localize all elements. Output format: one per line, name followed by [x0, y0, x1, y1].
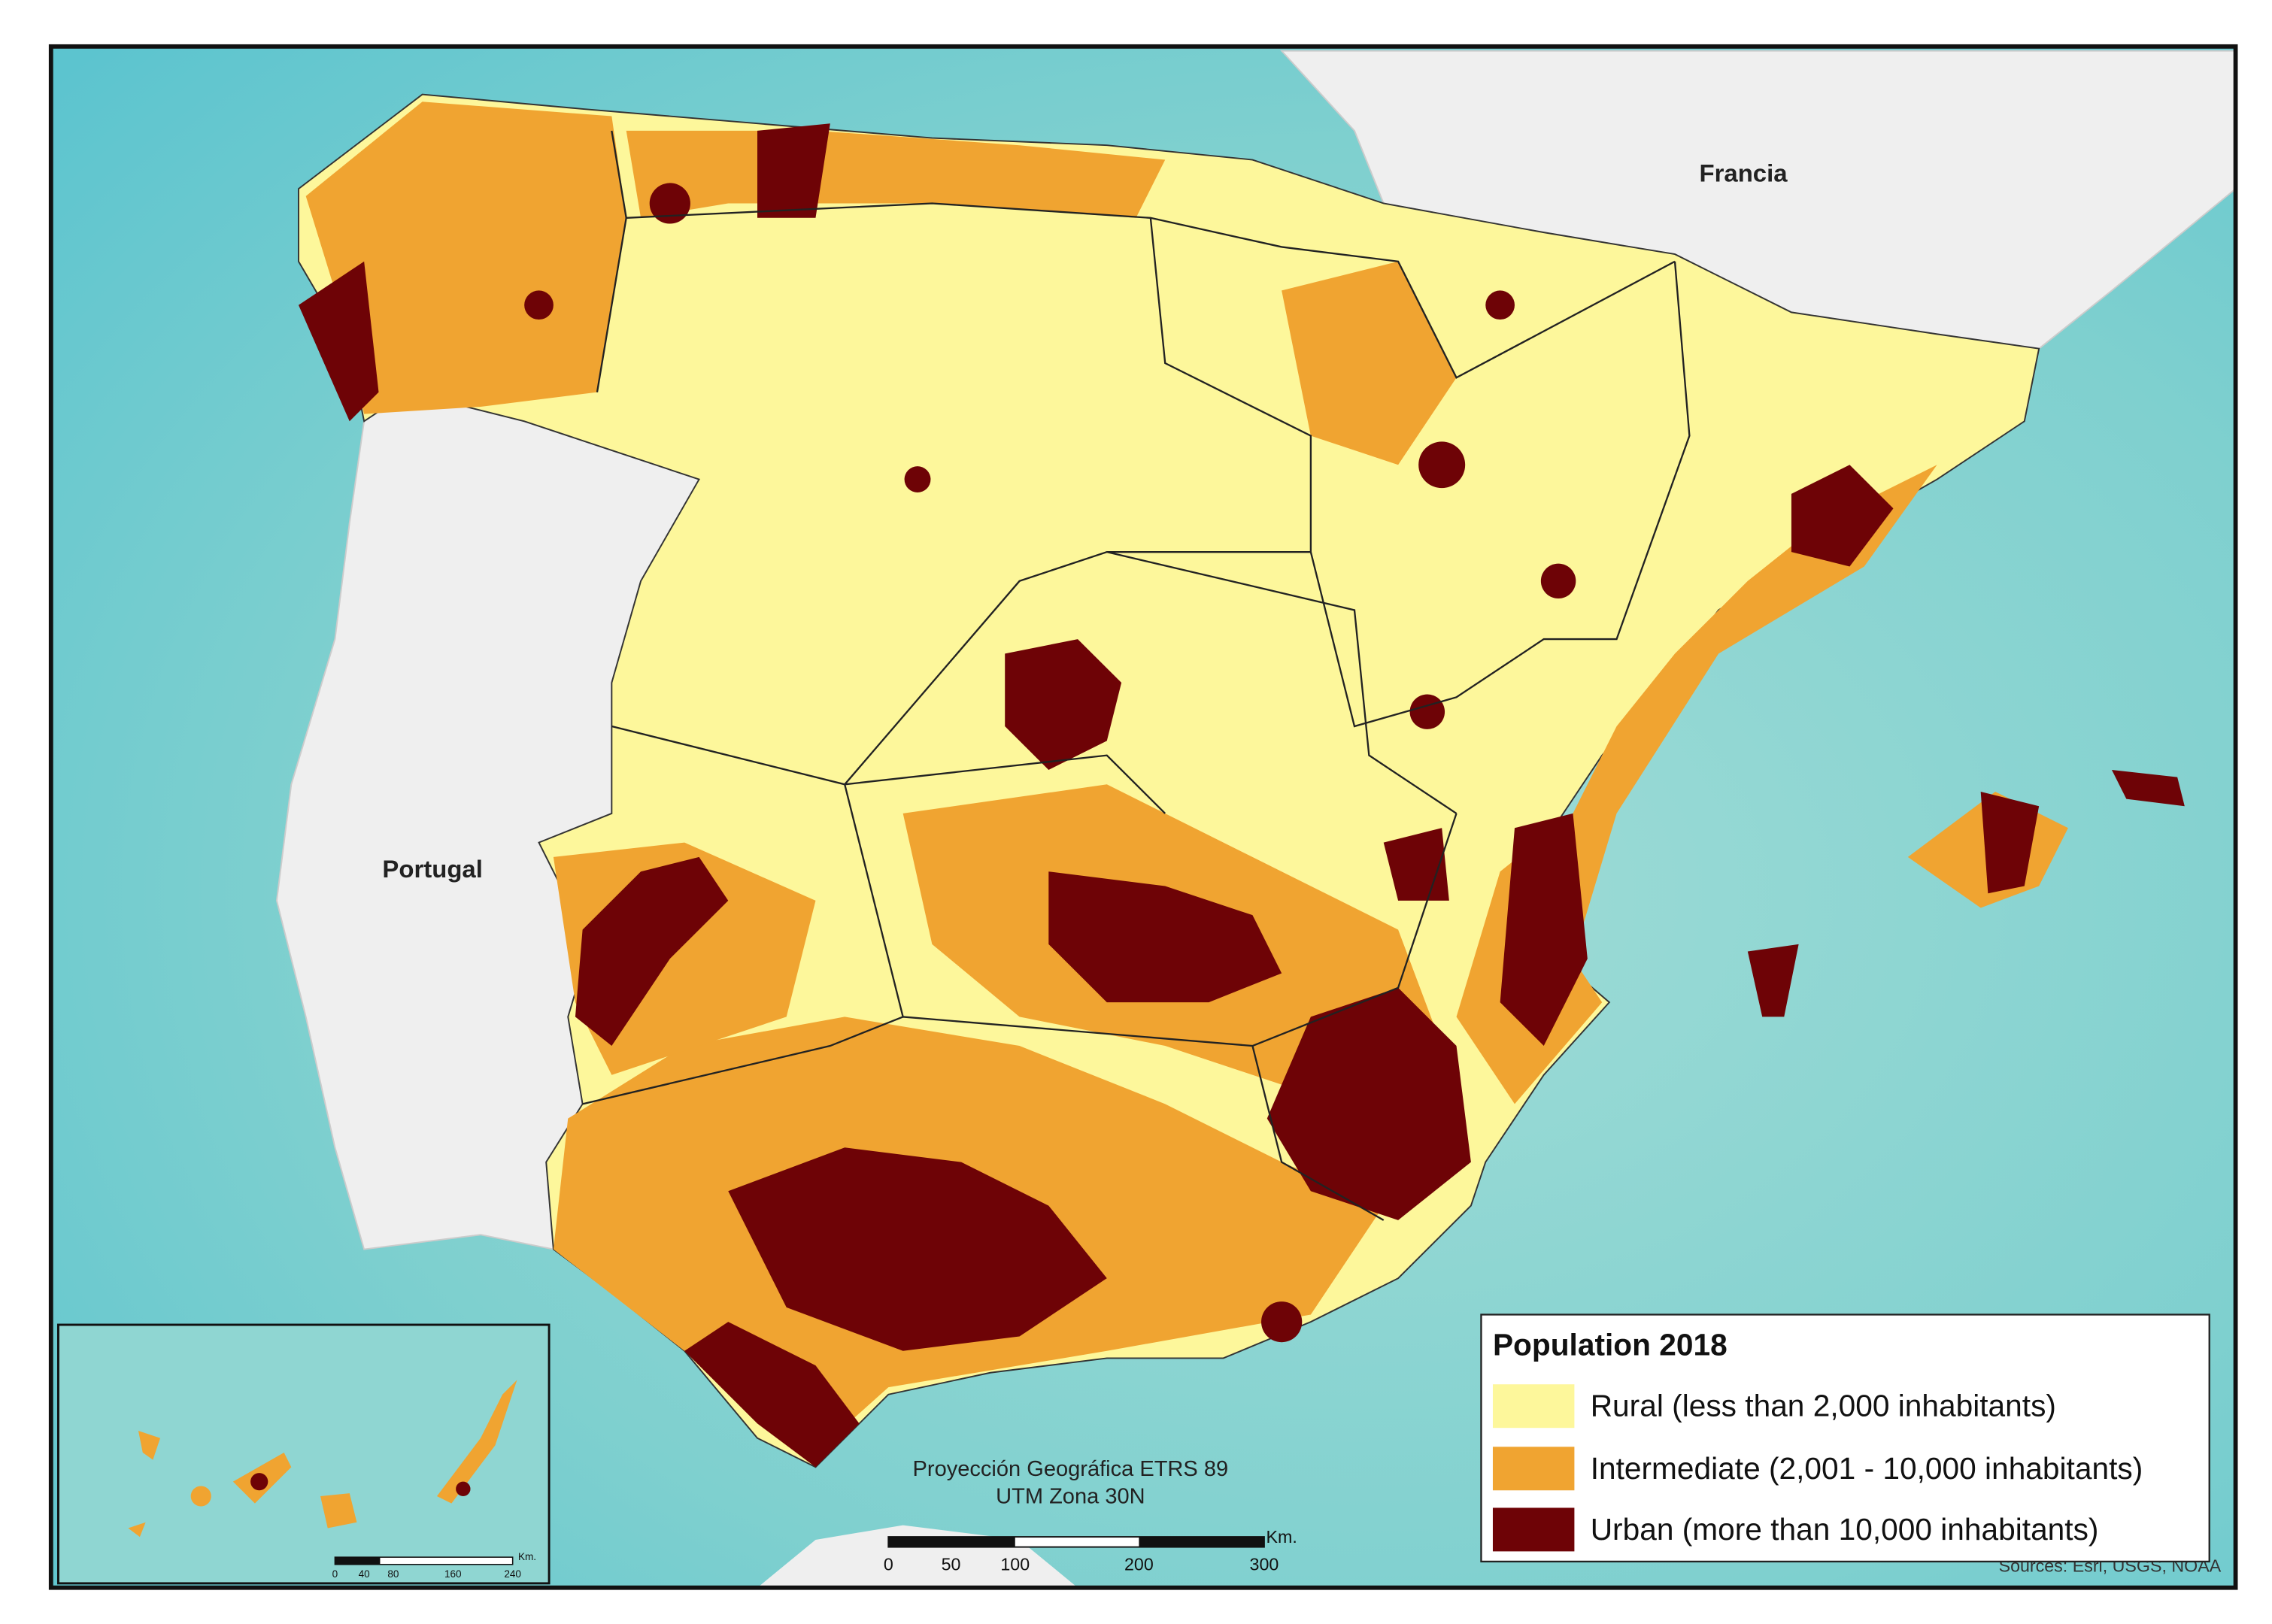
scale-bar-segment — [888, 1537, 1015, 1547]
scale-label: 300 — [1250, 1555, 1279, 1574]
island — [128, 1522, 146, 1538]
inset-scale-label: 160 — [444, 1568, 462, 1580]
scale-label: 0 — [884, 1555, 893, 1574]
legend-swatch — [1492, 1507, 1575, 1552]
urban-areas — [298, 123, 2185, 1468]
island — [190, 1486, 211, 1507]
area — [575, 856, 729, 1047]
scale-label: 50 — [942, 1555, 961, 1574]
area — [1485, 290, 1515, 320]
area — [456, 1481, 471, 1496]
legend-swatch — [1492, 1384, 1575, 1429]
area — [305, 102, 626, 414]
inset-scale-unit: Km. — [518, 1551, 536, 1562]
area — [2111, 769, 2185, 807]
legend-label: Intermediate (2,001 - 10,000 inhabitants… — [1591, 1451, 2143, 1486]
area — [1418, 441, 1466, 489]
area — [1747, 944, 1799, 1017]
area — [1261, 1301, 1303, 1343]
island — [138, 1431, 161, 1460]
legend-box — [1480, 1313, 2210, 1563]
projection-text: Proyección Geográfica ETRS 89 — [913, 1457, 1229, 1481]
inset-scale-bar-segment — [335, 1557, 381, 1565]
area — [904, 466, 931, 492]
area — [684, 1322, 860, 1468]
legend-swatch — [1492, 1447, 1575, 1491]
inset-scale-label: 80 — [387, 1568, 399, 1580]
region-borders — [582, 130, 1691, 1221]
area — [1791, 465, 1894, 567]
country-label: Portugal — [382, 855, 482, 883]
projection-text: UTM Zona 30N — [996, 1485, 1145, 1509]
scale-unit: Km. — [1266, 1527, 1297, 1547]
area — [1048, 871, 1282, 1003]
area — [649, 183, 690, 224]
country-label: Francia — [1699, 159, 1788, 187]
area — [1266, 987, 1471, 1220]
area — [728, 1147, 1107, 1351]
island — [436, 1380, 517, 1504]
scale-label: 200 — [1124, 1555, 1154, 1574]
area — [1282, 261, 1457, 465]
area — [1980, 791, 2040, 894]
area — [1500, 813, 1588, 1047]
inset-scale-label: 0 — [332, 1568, 338, 1580]
area — [1005, 639, 1122, 770]
legend-title: Population 2018 — [1493, 1328, 1728, 1362]
area — [298, 261, 379, 422]
legend-label: Rural (less than 2,000 inhabitants) — [1591, 1389, 2056, 1423]
inset-scale-label: 40 — [359, 1568, 370, 1580]
inset-scale-label: 240 — [504, 1568, 521, 1580]
island — [320, 1493, 357, 1529]
legend-label: Urban (more than 10,000 inhabitants) — [1591, 1512, 2099, 1547]
inset-frame — [57, 1323, 551, 1585]
area — [1540, 563, 1576, 598]
area — [1409, 694, 1445, 729]
scale-label: 100 — [1000, 1555, 1030, 1574]
scale-bar-segment — [1139, 1537, 1264, 1547]
map-frame — [48, 44, 2238, 1590]
area — [757, 123, 830, 218]
area — [524, 290, 554, 320]
area — [250, 1473, 268, 1491]
